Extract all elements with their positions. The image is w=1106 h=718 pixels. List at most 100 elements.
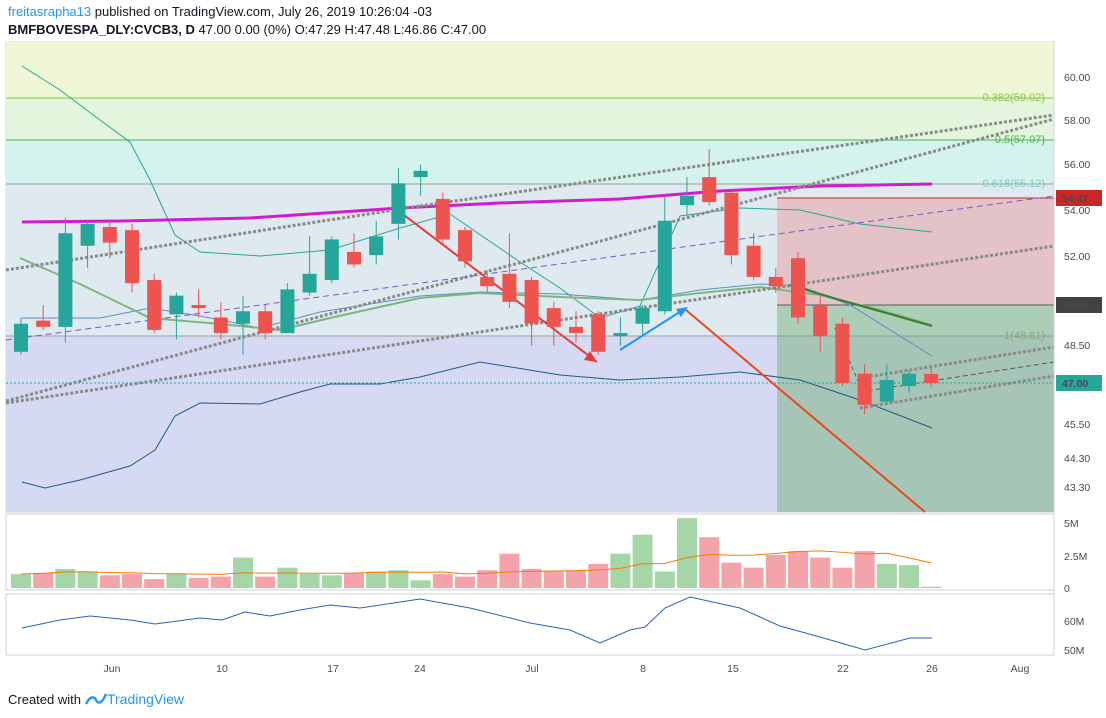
- candle-body: [569, 326, 583, 334]
- candle: [391, 167, 406, 240]
- candle-body: [80, 223, 95, 246]
- up-arrow-line: [619, 307, 687, 351]
- volume-bar: [410, 580, 431, 588]
- ma-100-line: [789, 284, 933, 327]
- tradingview-brand[interactable]: TradingView: [84, 691, 184, 707]
- entry-price-tag-bg: [1056, 297, 1102, 313]
- fib-label: 1(48.81): [1004, 330, 1045, 342]
- candle-body: [147, 280, 162, 330]
- candle-body: [680, 195, 694, 206]
- time-tick-label: 26: [926, 663, 938, 675]
- candle: [236, 295, 250, 355]
- candle: [502, 233, 517, 309]
- candle-body: [36, 320, 51, 327]
- candle-body: [524, 280, 539, 324]
- candle-body: [502, 273, 517, 302]
- candle: [280, 283, 295, 334]
- candle-body: [635, 308, 650, 324]
- volume-bar: [366, 571, 387, 588]
- price-tick-label: 43.30: [1064, 482, 1090, 494]
- chart-header: freitasrapha13 published on TradingView.…: [8, 3, 486, 39]
- volume-bar: [743, 567, 764, 588]
- candle: [791, 251, 805, 324]
- candle: [702, 149, 717, 206]
- candle: [813, 295, 828, 352]
- candle-body: [746, 245, 761, 277]
- down-arrow-line: [399, 211, 598, 363]
- price-tick-label: 44.30: [1064, 453, 1090, 465]
- channel-median-line: [5, 195, 1055, 341]
- candle-body: [324, 239, 339, 281]
- candle-body: [102, 227, 117, 243]
- down-arrow-head: [584, 351, 597, 362]
- candle: [680, 177, 694, 215]
- price-chart[interactable]: 0.382(59.02) 0.5(57.07) 0.618(55.12) 1(48.8…: [0, 0, 1106, 690]
- volume-bar: [654, 571, 675, 588]
- candle-body: [768, 276, 783, 287]
- footer: Created with TradingView: [8, 691, 184, 707]
- price-tick-label: 45.50: [1064, 419, 1090, 431]
- volume-bar: [788, 551, 808, 588]
- candle-body: [258, 311, 273, 334]
- volume-bar: [255, 576, 276, 588]
- volume-bar: [610, 553, 631, 588]
- symbol-name: BMFBOVESPA_DLY:CVCB3, D: [8, 22, 195, 37]
- candle: [524, 276, 539, 346]
- candle-body: [280, 289, 295, 334]
- volume-bar: [765, 554, 786, 588]
- candle-body: [391, 183, 406, 224]
- volume-bar: [11, 574, 31, 588]
- candle-body: [347, 251, 361, 265]
- stop-price-tag-bg: [1056, 190, 1102, 206]
- candle-body: [724, 192, 739, 256]
- volume-bar: [299, 574, 320, 588]
- candle-body: [480, 276, 495, 287]
- price-tick-label: 54.00: [1064, 205, 1090, 217]
- volume-bar: [455, 576, 475, 588]
- volume-bar: [876, 563, 897, 588]
- current-price-tag-bg: [1056, 375, 1102, 391]
- volume-bar: [588, 563, 609, 588]
- volume-bar: [122, 574, 142, 588]
- price-tick-label: 58.00: [1064, 115, 1090, 127]
- time-tick-label: Jun: [104, 663, 121, 675]
- volume-bar: [55, 568, 76, 588]
- candle: [924, 368, 939, 388]
- stop-price-tag: 54.47: [1062, 193, 1088, 205]
- candle: [369, 220, 384, 265]
- candle-body: [191, 305, 206, 309]
- candle-body: [657, 220, 672, 312]
- candle-body: [213, 317, 228, 334]
- candle: [569, 311, 583, 343]
- candle: [902, 370, 916, 393]
- candle: [857, 364, 872, 415]
- candle: [125, 223, 139, 293]
- candle-body: [613, 333, 628, 337]
- candle: [591, 311, 606, 355]
- volume-bar: [432, 574, 453, 588]
- candle: [147, 273, 162, 334]
- fib-band: [6, 98, 1054, 140]
- price-tick-label: 48.50: [1064, 340, 1090, 352]
- current-price-tag: 47.00: [1062, 378, 1088, 390]
- candle: [480, 270, 495, 293]
- candle: [347, 233, 361, 268]
- candle: [169, 292, 184, 340]
- volume-bar: [632, 534, 653, 588]
- volume-bar: [810, 557, 831, 588]
- price-tick-label: 52.00: [1064, 251, 1090, 263]
- volume-bar: [344, 572, 364, 588]
- candle: [302, 236, 317, 296]
- candle-body: [169, 295, 184, 315]
- candle-body: [835, 323, 850, 383]
- publisher-username[interactable]: freitasrapha13: [8, 4, 92, 19]
- candle: [191, 289, 206, 318]
- candle: [613, 317, 628, 346]
- volume-bar: [543, 571, 564, 588]
- volume-bar: [321, 575, 342, 588]
- ma-200-line: [21, 182, 933, 224]
- time-tick-label: Aug: [1011, 663, 1030, 675]
- volume-bar: [521, 568, 542, 588]
- time-tick-label: 10: [216, 663, 228, 675]
- candle-body: [813, 305, 828, 337]
